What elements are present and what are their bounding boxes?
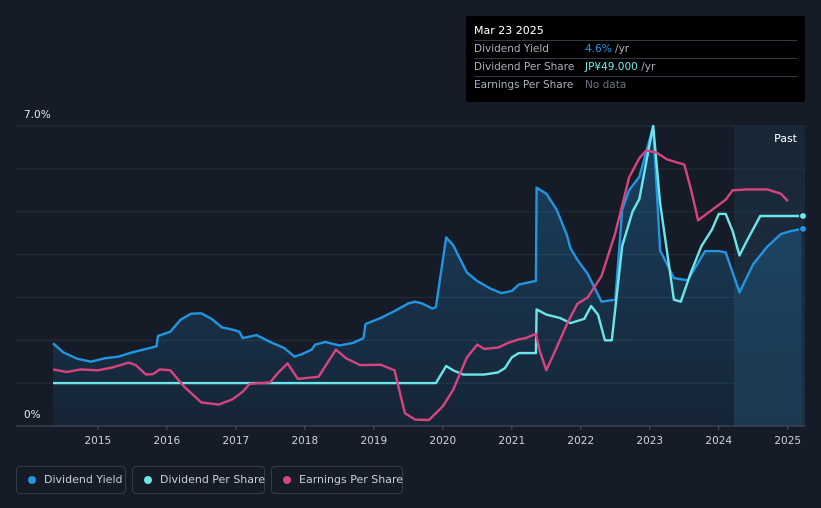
legend-label: Dividend Yield (44, 473, 123, 486)
legend-item-dividend-yield[interactable]: Dividend Yield (16, 466, 126, 494)
x-tick-label: 2018 (291, 435, 318, 447)
y-tick-label: 7.0% (24, 109, 51, 121)
series-end-dot (799, 212, 807, 220)
series-end-dot (799, 224, 807, 233)
legend-dot-icon (144, 476, 152, 484)
tooltip-label: Dividend Yield (474, 43, 549, 55)
legend-dot-icon (283, 476, 291, 484)
past-label: Past (774, 132, 798, 145)
x-tick-label: 2016 (153, 435, 180, 447)
tooltip-value: No data (585, 79, 627, 91)
x-tick-label: 2021 (498, 435, 525, 447)
x-tick-label: 2017 (222, 435, 249, 447)
x-tick-label: 2024 (705, 435, 732, 447)
tooltip-date: Mar 23 2025 (474, 24, 544, 37)
legend-dot-icon (28, 476, 36, 484)
legend-label: Earnings Per Share (299, 473, 404, 486)
series-line-1 (53, 124, 802, 385)
tooltip-value: 4.6% /yr (585, 43, 630, 55)
y-tick-label: 0% (24, 409, 41, 421)
x-tick-label: 2019 (360, 435, 387, 447)
x-tick-label: 2025 (774, 435, 801, 447)
legend-label: Dividend Per Share (160, 473, 266, 486)
x-tick-label: 2020 (429, 435, 456, 447)
x-tick-label: 2015 (84, 435, 111, 447)
tooltip-panel: Mar 23 2025 Dividend Yield 4.6% /yr Divi… (466, 16, 805, 102)
tooltip-label: Dividend Per Share (474, 61, 575, 73)
series-line-2 (52, 149, 789, 422)
tooltip-row-dividend-per-share: Dividend Per Share JP¥49.000 /yr (474, 58, 797, 76)
tooltip-row-dividend-yield: Dividend Yield 4.6% /yr (474, 40, 797, 58)
tooltip-label: Earnings Per Share (474, 79, 574, 91)
legend-item-dividend-per-share[interactable]: Dividend Per Share (132, 466, 265, 494)
x-tick-label: 2022 (567, 435, 594, 447)
tooltip-value: JP¥49.000 /yr (585, 61, 656, 73)
x-tick-label: 2023 (636, 435, 663, 447)
series-area-0 (53, 126, 802, 426)
legend-item-earnings-per-share[interactable]: Earnings Per Share (271, 466, 403, 494)
tooltip-row-earnings-per-share: Earnings Per Share No data (474, 76, 797, 94)
